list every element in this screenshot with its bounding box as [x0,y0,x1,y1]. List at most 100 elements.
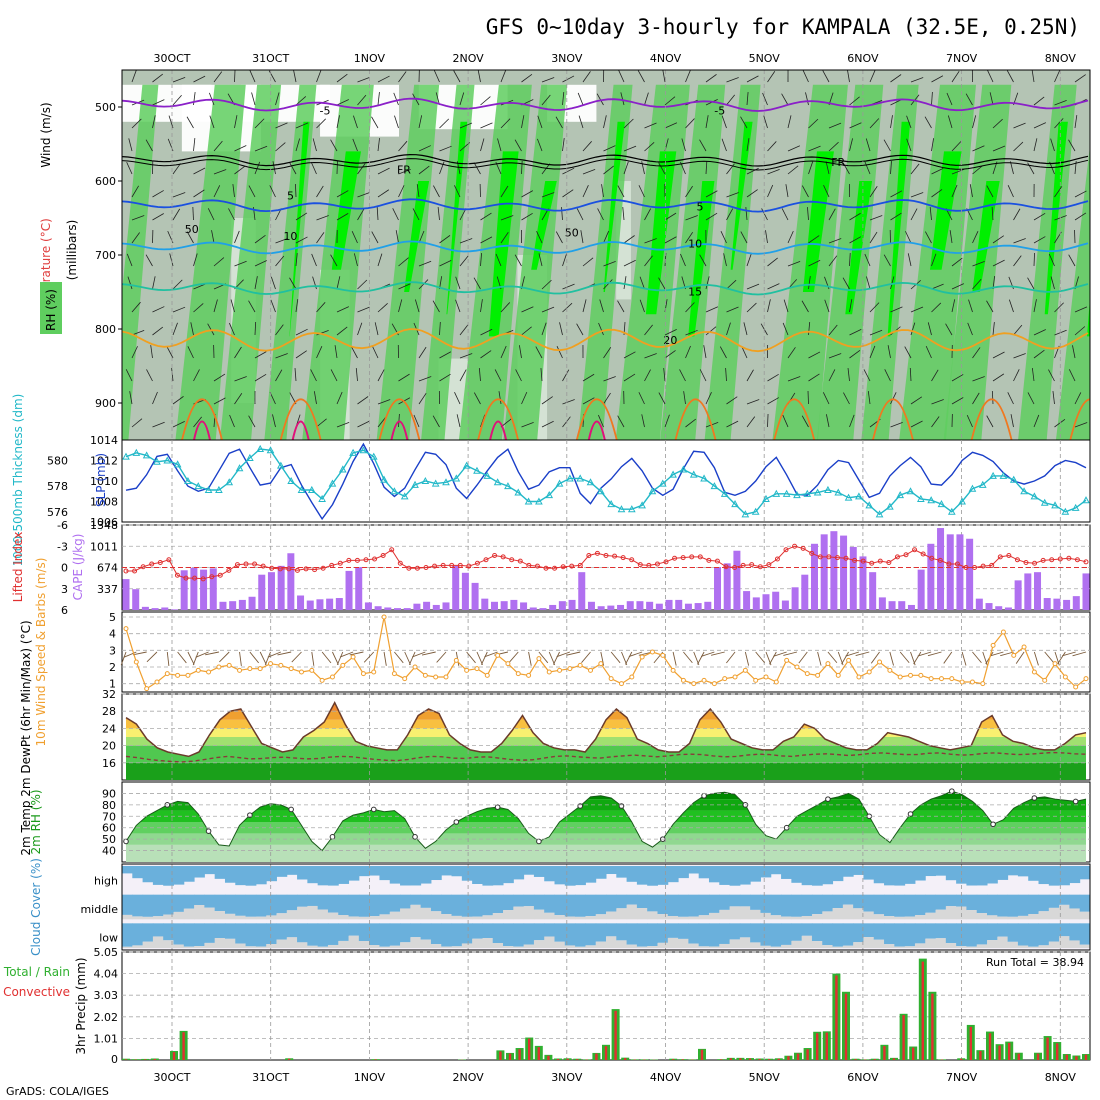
upper-wind-barb [808,276,811,290]
lifted-index-point [594,550,600,556]
cape-bar [888,601,896,610]
cape-bar [723,563,731,610]
upper-wind-barb [377,399,391,405]
x-label-bottom-4: 3NOV [551,1071,583,1084]
upper-wind-barb [432,300,440,313]
rh2m-point [990,821,996,828]
x-label-bottom-9: 8NOV [1045,1071,1077,1084]
isotherm-label-7: 10 [688,238,702,251]
cloud-cell-low [719,923,731,944]
lifted-index-point [123,568,129,574]
rh2m-point [412,834,418,840]
upper-wind-barb [763,115,768,129]
cape-bar [849,546,857,610]
cloud-cell-low [873,923,885,940]
rh2m-point [907,811,914,817]
upper-wind-barb [377,369,385,382]
thickness-line [125,448,1087,516]
cloud-gap-low [853,942,864,948]
upper-wind-barb [801,300,809,313]
cloud-cell-middle [245,894,257,917]
wind-barb [383,651,387,666]
footer-credit: GrADS: COLA/IGES [6,1085,109,1098]
isotherm-25-8 [970,398,1013,440]
cloud-gap-low [1048,941,1060,948]
precip-convective-bar [806,1049,809,1060]
upper-wind-barb [782,414,789,428]
upper-wind-barb [617,415,625,428]
rh-saturated-cell-18 [1044,121,1068,315]
upper-wind-barb [254,234,266,244]
cloud-cell-middle [791,894,803,917]
upper-wind-barb [681,138,686,152]
cape-bar [539,608,547,610]
lifted-index-point [1040,557,1046,563]
cloud-cell-middle [503,894,514,911]
upper-wind-barb [537,138,543,152]
upper-wind-barb [746,167,759,175]
cloud-cell-low [966,923,978,947]
upper-wind-barb [664,122,678,129]
wind-speed-point [866,669,872,675]
wind-speed-point [402,676,408,682]
lifted-index-point [706,557,712,563]
lifted-index-point [817,554,823,560]
upper-wind-barb [515,369,522,382]
cloud-cell-middle [914,894,926,916]
cloud-gap-middle [1038,911,1050,920]
cloud-gap-middle [698,915,710,920]
upper-wind-barb [172,396,184,405]
cloud-cell-middle [338,894,350,916]
upper-wind-barb [705,326,717,336]
cloud-gap-low [173,944,185,948]
upper-wind-barb [1013,324,1023,336]
cloud-cell-middle [708,894,720,913]
lifted-index-point [243,561,249,567]
lifted-index-point [1006,552,1012,558]
cloud-gap-middle [791,916,803,920]
upper-wind-barb [864,161,871,175]
upper-wind-barb [193,189,205,198]
lifted-index-point [834,555,840,561]
wind-speed-point [732,674,738,680]
upper-wind-barb [842,277,850,290]
upper-wind-barb [125,369,133,382]
upper-wind-barb [519,345,522,359]
isotherm-30-0 [193,420,211,440]
upper-wind-barb [336,276,341,290]
wind-barb [1000,651,1014,657]
cloud-cell-high [214,866,226,879]
cloud-gap-low [760,945,772,948]
lifted-index-point [414,565,420,571]
cloud-cell-middle [688,894,700,917]
wind-tick-3: 4 [109,628,116,641]
upper-wind-barb [439,260,452,267]
upper-wind-barb [514,139,522,152]
upper-wind-barb [275,238,288,244]
upper-wind-barb [828,141,839,152]
upper-wind-barb [150,345,153,359]
lifted-index-point [997,554,1003,560]
upper-wind-barb [295,122,309,129]
thickness-point [318,494,326,502]
upper-wind-barb [1074,190,1087,198]
upper-wind-barb [578,115,584,129]
wind-tick-2: 3 [109,644,116,657]
upper-wind-barb [186,231,194,244]
cloud-gap-middle [1028,913,1040,920]
upper-wind-barb [1033,212,1046,221]
wind-speed-point [691,681,697,687]
cloud-cell-high [410,866,422,886]
cloud-cell-low [708,923,720,947]
upper-wind-barb [295,253,298,267]
thickness-point [886,502,894,510]
upper-wind-barb [1050,276,1055,290]
cloud-cell-low [688,923,700,944]
lifted-index-point [929,555,935,561]
cloud-cell-low [286,923,298,938]
lifted-index-point [303,566,309,572]
cloud-cell-middle [1059,894,1070,905]
cape-bar [636,601,644,610]
precip-convective-bar [700,1049,704,1060]
